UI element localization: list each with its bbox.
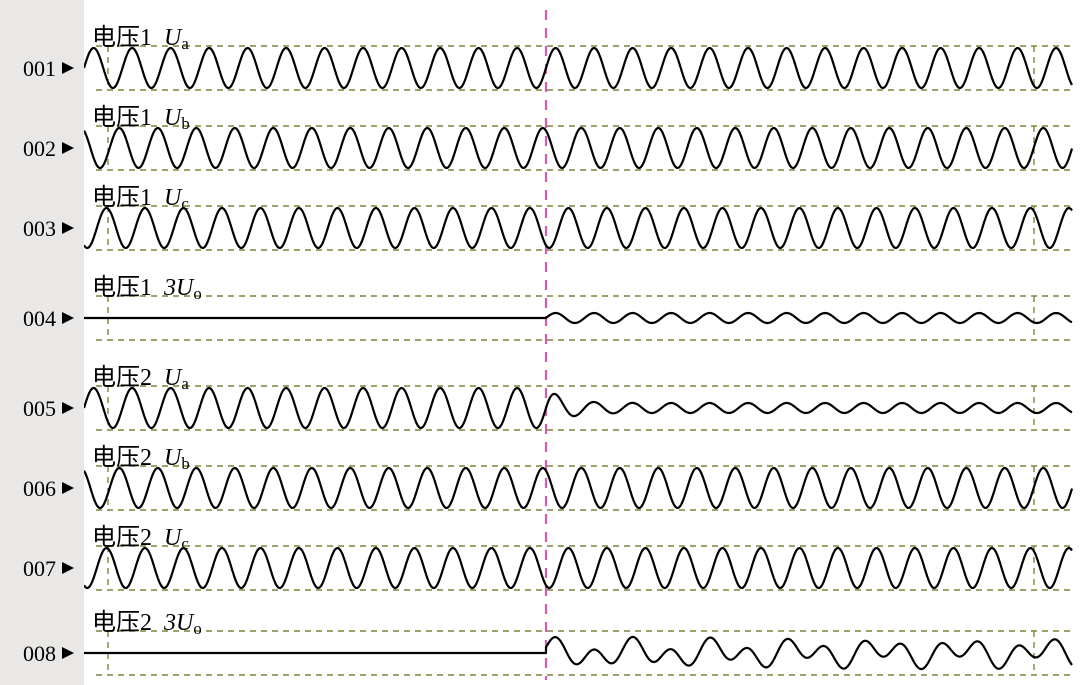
channel-label: 电压1 3Uo [92, 276, 202, 303]
row-label: 002 [4, 136, 56, 162]
row-arrow-icon [62, 312, 74, 324]
row-arrow-icon [62, 402, 74, 414]
channel-label: 电压1 Uc [92, 186, 189, 213]
row-label: 007 [4, 556, 56, 582]
row-label: 008 [4, 641, 56, 667]
row-label: 004 [4, 306, 56, 332]
channel-label: 电压1 Ua [92, 26, 189, 53]
row-arrow-icon [62, 62, 74, 74]
row-label: 001 [4, 56, 56, 82]
row-arrow-icon [62, 647, 74, 659]
row-arrow-icon [62, 222, 74, 234]
row-label: 006 [4, 476, 56, 502]
channel-label: 电压2 Uc [92, 526, 189, 553]
waveform-viewer: { "layout": { "width": 1080, "height": 6… [0, 0, 1080, 685]
channel-label: 电压2 3Uo [92, 611, 202, 638]
channel-label: 电压2 Ub [92, 446, 190, 473]
row-label: 003 [4, 216, 56, 242]
channel-label: 电压1 Ub [92, 106, 190, 133]
channel-label: 电压2 Ua [92, 366, 189, 393]
channel-gutter [0, 0, 84, 685]
row-arrow-icon [62, 562, 74, 574]
waveform-canvas [0, 0, 1080, 685]
row-arrow-icon [62, 482, 74, 494]
row-arrow-icon [62, 142, 74, 154]
row-label: 005 [4, 396, 56, 422]
